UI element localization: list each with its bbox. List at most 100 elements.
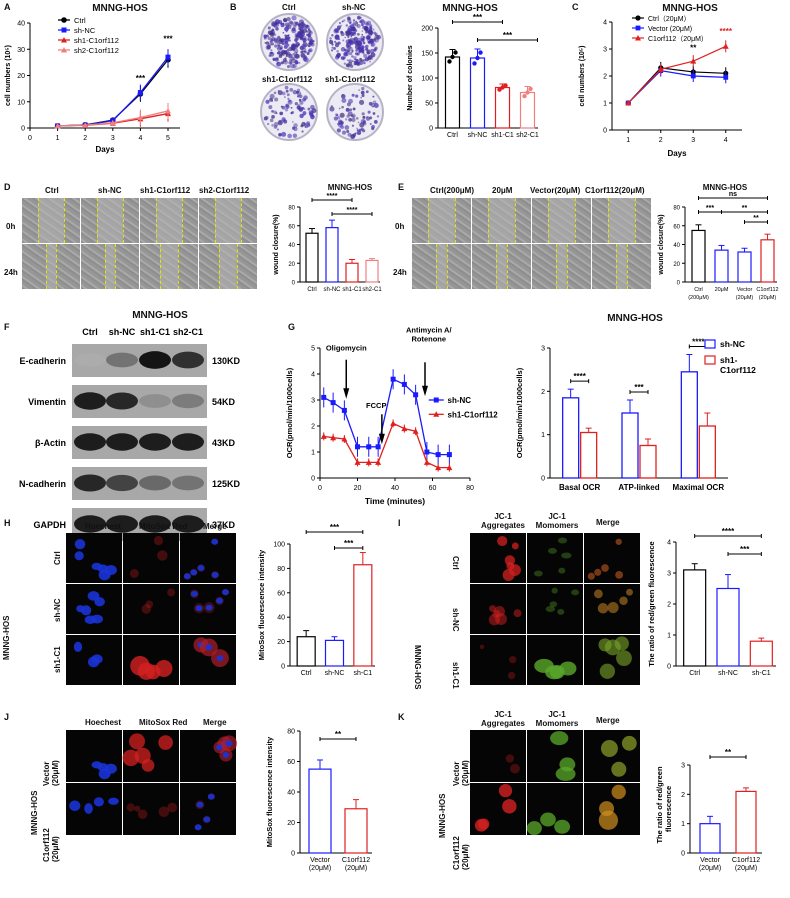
merge-signal	[615, 538, 622, 545]
colony	[371, 124, 375, 129]
colony	[361, 23, 364, 27]
panel-a-title: MNNG-HOS	[92, 3, 148, 14]
x-axis-label: Time (minutes)	[365, 496, 425, 506]
x-tick-label: 1	[56, 135, 60, 142]
colony	[285, 30, 288, 33]
legend-label: Vector (20μM)	[648, 26, 692, 33]
y-tick-label: 100	[273, 542, 285, 549]
colony	[334, 34, 340, 40]
colony	[329, 106, 335, 112]
colony	[301, 21, 304, 24]
colony	[287, 133, 292, 139]
colony	[341, 98, 347, 103]
wound-edge-right	[574, 198, 576, 243]
colony	[364, 28, 368, 32]
colony	[297, 23, 302, 28]
colony	[277, 128, 279, 131]
data-point	[503, 83, 508, 88]
micro-tile	[180, 783, 236, 835]
chart-h: 0 20 40 60 80 100 MitoSox fluorescence intensi…	[257, 523, 375, 677]
category-label: Maximal OCR	[673, 483, 725, 492]
colony	[348, 59, 352, 63]
wound-gap	[160, 244, 178, 289]
x-tick-label: 1	[626, 137, 630, 144]
colony	[294, 53, 300, 59]
wound-image-tile	[532, 198, 591, 243]
k-row-1: Vector (20μM)	[452, 760, 470, 786]
merge-signal	[593, 589, 603, 599]
colony	[297, 32, 303, 38]
significance-label: ****	[722, 527, 735, 536]
significance-label: ***	[163, 34, 173, 43]
panel-letter-a: A	[4, 2, 11, 12]
significance-label: ***	[330, 523, 340, 532]
colony	[338, 28, 341, 31]
colony	[302, 97, 306, 102]
y-tick-label: 20	[287, 820, 295, 827]
nucleus	[194, 824, 202, 831]
wound-gap	[488, 198, 515, 243]
y-axis-label: fluorescence	[664, 786, 673, 832]
k-col-3: Merge	[596, 716, 620, 725]
colony	[285, 103, 289, 108]
category-label: sh2-C1	[516, 132, 539, 139]
merge-signal	[599, 663, 616, 679]
colony	[355, 94, 359, 98]
wound-edge-left	[37, 198, 39, 243]
dish-label-3: sh1-C1orf112	[262, 75, 313, 84]
colony	[293, 123, 298, 128]
category-label: Vector	[310, 857, 331, 864]
y-axis-label: cell numbers (10⁵)	[579, 46, 586, 107]
wound-image-tile	[140, 198, 198, 243]
x-tick-label: 0	[318, 485, 322, 492]
i-col-3: Merge	[596, 518, 620, 527]
significance-label: ****	[327, 193, 338, 200]
nucleus	[211, 571, 219, 578]
red-signal	[498, 783, 513, 798]
wound-image-tile	[81, 244, 139, 289]
x-tick-label: 2	[659, 137, 663, 144]
green-signal	[557, 608, 565, 615]
bar	[494, 86, 511, 129]
colony	[269, 32, 275, 38]
significance-label: ***	[740, 545, 750, 554]
colony	[359, 47, 365, 53]
i-row-1: Ctrl	[451, 556, 460, 570]
nucleus	[196, 801, 204, 808]
y-tick-label: 80	[288, 206, 295, 212]
colony	[298, 26, 302, 31]
j-cell-line: MNNG-HOS	[30, 790, 39, 835]
colony	[269, 51, 273, 55]
red-signal	[157, 550, 168, 561]
wound-gap	[96, 198, 124, 243]
significance-label: ****	[573, 372, 586, 381]
colony	[337, 41, 341, 45]
data-point	[450, 54, 455, 60]
colony	[346, 129, 350, 133]
wound-image-tile	[472, 244, 531, 289]
colony	[358, 128, 362, 132]
protein-label: GAPDH	[33, 520, 66, 530]
data-point	[453, 50, 458, 55]
y-tick-label: 80	[287, 729, 295, 736]
green-signal	[554, 819, 571, 834]
bar	[325, 227, 339, 283]
y-axis-label: cell numbers (10⁵)	[5, 45, 12, 106]
bar	[345, 262, 359, 283]
y-tick-label: 3	[681, 763, 685, 770]
significance-label: **	[690, 43, 697, 52]
petri-dish	[260, 83, 318, 141]
category-label: Ctrl	[447, 132, 458, 139]
k-col-1: JC-1 Aggregates	[480, 710, 525, 728]
colony	[287, 34, 290, 37]
legend-swatch	[704, 339, 716, 349]
colony	[267, 36, 272, 41]
h-col-2: MitoSox Red	[139, 522, 188, 531]
colony	[353, 36, 359, 42]
colony	[282, 18, 286, 22]
colony	[351, 117, 356, 123]
colony	[285, 89, 289, 93]
colony	[288, 46, 293, 52]
wound-edge-right	[506, 244, 508, 289]
colony	[373, 119, 378, 124]
